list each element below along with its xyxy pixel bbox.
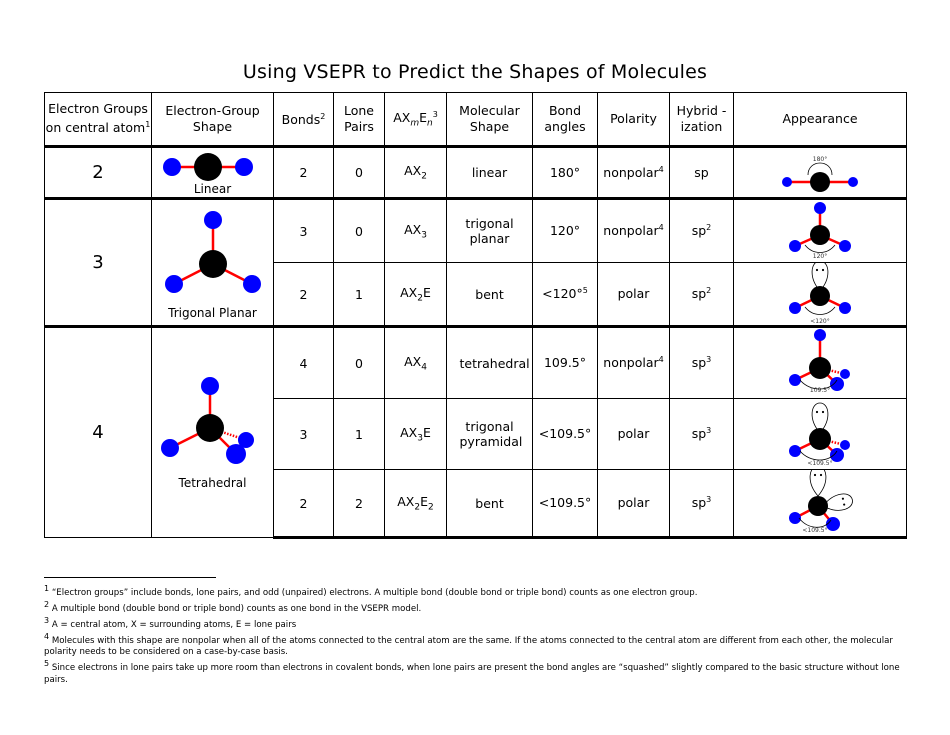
bonds-cell: 3 [273, 197, 334, 263]
lone-pairs-cell: 0 [333, 325, 385, 399]
svg-text:180°: 180° [813, 156, 827, 163]
header-electron-groups: Electron Groups on central atom1 [44, 92, 152, 148]
bond-angle-cell: 180° [532, 145, 598, 199]
polarity-cell: nonpolar4 [597, 325, 670, 399]
lone-pairs-cell: 2 [333, 469, 385, 539]
polarity-cell: nonpolar4 [597, 197, 670, 263]
appearance-cell: 120° [733, 197, 907, 263]
bond-angle-cell: 120° [532, 197, 598, 263]
svg-text:<109.5°: <109.5° [802, 527, 827, 534]
vsepr-table: Electron Groups on central atom1 Electro… [44, 92, 907, 539]
footnote-divider [44, 577, 216, 578]
header-molecular-shape: Molecular Shape [446, 92, 533, 148]
polarity-cell: polar [597, 469, 670, 539]
table-row: 3 Trigonal Planar 3 0 AX3 trigonal planar … [44, 197, 907, 327]
appearance-cell: <120° [733, 262, 907, 327]
header-appearance: Appearance [733, 92, 907, 148]
trigonal-planar-diagram [152, 206, 273, 306]
electron-groups-cell: 4 [44, 325, 152, 538]
footnote: 4 Molecules with this shape are nonpolar… [44, 631, 893, 658]
molecule-3d-diagram: 120° [734, 201, 906, 261]
appearance-cell: 109.5° [733, 325, 907, 399]
footnote: 2 A multiple bond (double bond or triple… [44, 599, 422, 614]
svg-text:109.5°: 109.5° [810, 387, 830, 394]
bond-angle-cell: 109.5° [532, 325, 598, 399]
electron-group-shape-cell: Linear [151, 145, 274, 199]
bonds-cell: 3 [273, 398, 334, 470]
electron-group-shape-label: Tetrahedral [178, 475, 247, 490]
header-axe-notation: AXmEn3 [384, 92, 447, 148]
molecular-shape-cell: tetrahedral [446, 325, 533, 399]
svg-text:120°: 120° [813, 253, 827, 260]
electron-groups-cell: 3 [44, 197, 152, 327]
header-bond-angles: Bond angles [532, 92, 598, 148]
footnote: 3 A = central atom, X = surrounding atom… [44, 615, 297, 630]
axe-notation-cell: AX3E [384, 398, 447, 470]
molecule-3d-diagram: 180° [734, 153, 906, 193]
lone-pairs-cell: 0 [333, 145, 385, 199]
bonds-cell: 2 [273, 469, 334, 539]
tetrahedral-diagram [152, 376, 273, 476]
header-row: Electron Groups on central atom1 Electro… [44, 92, 907, 148]
lone-pairs-cell: 1 [333, 262, 385, 327]
electron-group-shape-cell: Tetrahedral [151, 325, 274, 538]
electron-groups-cell: 2 [44, 145, 152, 199]
electron-group-shape-label: Trigonal Planar [168, 305, 257, 320]
header-hybridization: Hybrid -ization [669, 92, 734, 148]
header-polarity: Polarity [597, 92, 670, 148]
hybridization-cell: sp3 [669, 398, 734, 470]
hybridization-cell: sp [669, 145, 734, 199]
lone-pairs-cell: 1 [333, 398, 385, 470]
electron-group-shape-label: Linear [193, 181, 232, 196]
appearance-cell: <109.5° [733, 469, 907, 539]
appearance-cell: 180° [733, 145, 907, 199]
axe-notation-cell: AX4 [384, 325, 447, 399]
hybridization-cell: sp3 [669, 325, 734, 399]
bond-angle-cell: <109.5° [532, 398, 598, 470]
svg-text:<120°: <120° [810, 318, 829, 325]
molecule-3d-diagram: 109.5° [734, 328, 906, 398]
footnote: 5 Since electrons in lone pairs take up … [44, 659, 900, 686]
molecule-3d-diagram: <109.5° [734, 470, 906, 536]
polarity-cell: polar [597, 262, 670, 327]
lone-pairs-cell: 0 [333, 197, 385, 263]
header-lone-pairs: Lone Pairs [333, 92, 385, 148]
molecular-shape-cell: bent [446, 262, 533, 327]
electron-group-shape-cell: Trigonal Planar [151, 197, 274, 327]
molecule-3d-diagram: <120° [734, 263, 906, 325]
bond-angle-cell: <120°5 [532, 262, 598, 327]
polarity-cell: polar [597, 398, 670, 470]
molecule-3d-diagram: <109.5° [734, 399, 906, 469]
molecular-shape-cell: bent [446, 469, 533, 539]
bonds-cell: 2 [273, 262, 334, 327]
axe-notation-cell: AX2E2 [384, 469, 447, 539]
molecular-shape-cell: linear [446, 145, 533, 199]
header-bonds: Bonds2 [273, 92, 334, 148]
axe-notation-cell: AX3 [384, 197, 447, 263]
footnotes: 1 “Electron groups” include bonds, lone … [44, 583, 904, 686]
bonds-cell: 4 [273, 325, 334, 399]
linear-diagram [152, 150, 273, 182]
molecular-shape-cell: trigonal planar [446, 197, 533, 263]
table-row: 4 Tetrahedral 4 0 AX4 tetrahedral 109.5° n… [44, 325, 907, 538]
appearance-cell: <109.5° [733, 398, 907, 470]
hybridization-cell: sp2 [669, 197, 734, 263]
axe-notation-cell: AX2 [384, 145, 447, 199]
table-row: 2 Linear 2 0 AX2 linear 180° nonpolar4 sp … [44, 145, 907, 199]
footnote: 1 “Electron groups” include bonds, lone … [44, 584, 698, 598]
page-title: Using VSEPR to Predict the Shapes of Mol… [242, 61, 708, 83]
svg-text:<109.5°: <109.5° [807, 460, 832, 467]
table-row: 2 2 AX2E2 bent <109.5° polar sp3 <109.5° [45, 469, 907, 539]
hybridization-cell: sp2 [669, 262, 734, 327]
bond-angle-cell: <109.5° [532, 469, 598, 539]
bonds-cell: 2 [273, 145, 334, 199]
polarity-cell: nonpolar4 [597, 145, 670, 199]
table-row: 2 1 AX2E bent <120°5 polar sp2 <120° [45, 262, 907, 327]
axe-notation-cell: AX2E [384, 262, 447, 327]
header-electron-group-shape: Electron-Group Shape [151, 92, 274, 148]
hybridization-cell: sp3 [669, 469, 734, 539]
molecular-shape-cell: trigonal pyramidal [446, 398, 533, 470]
